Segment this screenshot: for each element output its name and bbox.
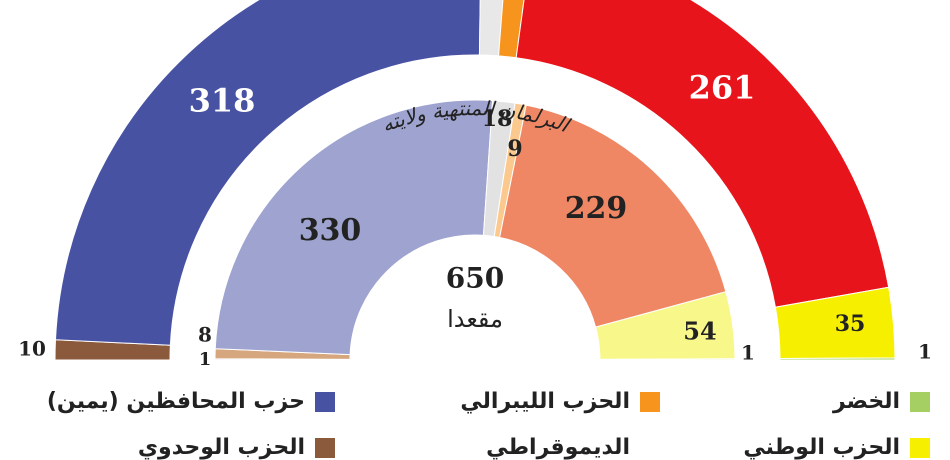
legend: الخضر الحزب الليبرالي حزب المحافظين (يمين)…: [47, 389, 930, 460]
value-label: 18: [482, 106, 513, 132]
seat-segment: [599, 358, 736, 361]
value-label: 261: [689, 69, 756, 107]
value-label: 229: [565, 191, 628, 226]
value-label: 330: [299, 213, 362, 248]
legend-swatch: [640, 392, 660, 412]
value-label: 1: [741, 341, 755, 365]
value-label: 9: [507, 136, 522, 162]
legend-label: الخضر: [832, 389, 900, 414]
seat-segment: [54, 0, 481, 346]
legend-label: الحزب الليبرالي: [460, 389, 630, 414]
value-label: 1: [918, 340, 932, 364]
value-label: 318: [189, 82, 256, 120]
seat-segment: [515, 0, 890, 308]
total: 650: [446, 262, 504, 295]
legend-swatch: [910, 392, 930, 412]
value-label: 1: [199, 349, 212, 370]
seat-segment: [499, 104, 727, 328]
legend-label: حزب المحافظين (يمين): [47, 389, 305, 414]
value-label: 10: [18, 337, 46, 361]
legend-swatch: [315, 438, 335, 458]
legend-label: الحزب الوحدوي: [138, 435, 305, 460]
legend-swatch: [910, 438, 930, 458]
legend-label: الديموقراطي: [486, 435, 630, 460]
segments: [54, 0, 896, 361]
seat-segment: [214, 99, 494, 356]
value-label: 54: [683, 317, 716, 346]
total-label: مقعدا: [447, 305, 503, 333]
value-label: 35: [835, 311, 866, 337]
seat-segment: [779, 357, 896, 361]
legend-label: الحزب الوطني: [743, 435, 900, 460]
value-label: 8: [198, 323, 212, 347]
legend-swatch: [315, 392, 335, 412]
